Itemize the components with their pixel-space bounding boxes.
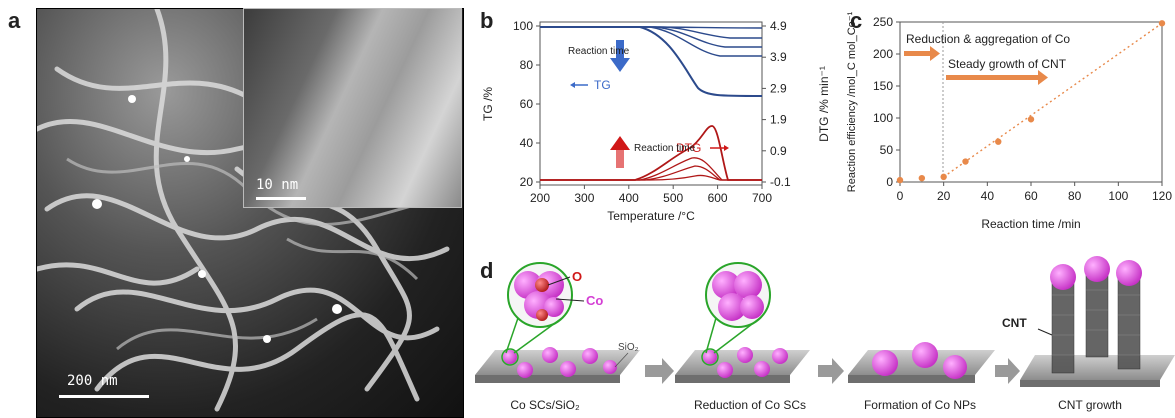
tg-x-tick-label: 700 bbox=[752, 191, 772, 205]
caption-stage-1: Co SCs/SiO₂ bbox=[510, 398, 580, 412]
tg-x-tick-label: 300 bbox=[574, 191, 594, 205]
cnt-label: CNT bbox=[1002, 316, 1027, 330]
main-scale-label: 200 nm bbox=[67, 373, 118, 389]
efficiency-x-tick-label: 20 bbox=[937, 189, 951, 203]
panel-letter-d: d bbox=[480, 258, 494, 283]
data-point bbox=[1158, 20, 1166, 27]
stage-arrow-1 bbox=[645, 358, 674, 384]
tg-x-tick-label: 200 bbox=[530, 191, 550, 205]
tg-annotation: TG bbox=[594, 78, 611, 92]
tg-curve-5 bbox=[540, 26, 763, 97]
caption-stage-3: Formation of Co NPs bbox=[863, 398, 977, 412]
fit-line bbox=[943, 22, 1163, 178]
phase2-arrow bbox=[946, 70, 1048, 85]
inset-scale-bar bbox=[256, 197, 306, 200]
caption-stage-2: Reduction of Co SCs bbox=[693, 398, 807, 412]
phase1-label: Reduction & aggregation of Co bbox=[906, 32, 1070, 46]
tg-y-right-tick-label: 2.9 bbox=[770, 81, 787, 95]
efficiency-y-tick-label: 150 bbox=[873, 79, 893, 93]
phase1-arrow bbox=[904, 46, 940, 61]
inset-image: 10 nm bbox=[243, 8, 462, 208]
dtg-curve-4 bbox=[540, 125, 762, 181]
tg-y-right-label: DTG /% min⁻¹ bbox=[817, 66, 831, 142]
data-point bbox=[940, 173, 947, 181]
reaction-time-top-label: Reaction time bbox=[568, 46, 630, 57]
efficiency-y-axis-label: Reaction efficiency /mol_C mol_Co⁻¹ bbox=[846, 11, 858, 192]
efficiency-y-tick-label: 200 bbox=[873, 47, 893, 61]
reaction-time-arrow-down bbox=[610, 40, 630, 72]
efficiency-plot-frame bbox=[899, 21, 1163, 183]
tg-y-left-tick-label: 20 bbox=[520, 175, 534, 189]
efficiency-x-tick-label: 80 bbox=[1068, 189, 1082, 203]
data-point bbox=[962, 158, 969, 165]
reaction-time-arrow-up bbox=[610, 136, 630, 168]
data-point bbox=[918, 174, 926, 182]
tg-x-tick-label: 500 bbox=[663, 191, 683, 205]
tg-curve-2 bbox=[540, 26, 762, 39]
data-point bbox=[1027, 116, 1035, 123]
efficiency-x-tick-label: 60 bbox=[1024, 189, 1038, 203]
tg-y-left-label: TG /% bbox=[481, 87, 495, 121]
sio2-label: SiO₂ bbox=[618, 342, 639, 353]
caption-stage-4: CNT growth bbox=[1058, 398, 1122, 412]
dtg-curves bbox=[540, 125, 762, 181]
tg-y-left-tick-label: 40 bbox=[520, 136, 534, 150]
growth-schematic: O Co SiO₂ bbox=[475, 256, 1175, 387]
tg-x-tick-label: 400 bbox=[619, 191, 639, 205]
stage-arrow-2 bbox=[818, 358, 844, 384]
efficiency-y-tick-label: 250 bbox=[873, 15, 893, 29]
oxygen-label: O bbox=[572, 269, 582, 284]
reaction-time-bottom-label: Reaction time bbox=[634, 143, 696, 154]
tg-dtg-chart: 200 300 400 500 600 700 20 40 60 80 100 -0.1 0.9 1.… bbox=[481, 19, 831, 223]
inset-scale-label: 10 nm bbox=[256, 177, 299, 193]
efficiency-x-tick-label: 40 bbox=[981, 189, 995, 203]
dtg-annotation: DTG bbox=[676, 141, 701, 155]
data-point bbox=[896, 176, 904, 184]
efficiency-x-tick-label: 100 bbox=[1108, 189, 1128, 203]
cobalt-label: Co bbox=[586, 293, 603, 308]
efficiency-y-tick-label: 0 bbox=[886, 175, 893, 189]
stage-co-scs-sio2: O Co SiO₂ bbox=[475, 262, 640, 383]
dtg-curve-2 bbox=[540, 165, 762, 181]
efficiency-x-tick-label: 120 bbox=[1152, 189, 1172, 203]
tg-y-left-tick-label: 100 bbox=[513, 19, 533, 33]
tg-y-right-tick-label: 0.9 bbox=[770, 144, 787, 158]
tg-y-left-tick-label: 60 bbox=[520, 97, 534, 111]
stage-reduction bbox=[675, 262, 810, 383]
tg-curve-3 bbox=[540, 26, 762, 48]
tg-x-axis-label: Temperature /°C bbox=[607, 209, 695, 223]
phase2-label: Steady growth of CNT bbox=[948, 57, 1067, 71]
efficiency-x-axis-label: Reaction time /min bbox=[981, 217, 1080, 231]
tg-y-left-tick-label: 80 bbox=[520, 58, 534, 72]
efficiency-y-tick-label: 100 bbox=[873, 111, 893, 125]
stage-cnt-growth: CNT bbox=[1002, 256, 1175, 387]
tg-x-tick-label: 600 bbox=[708, 191, 728, 205]
stage-np-formation bbox=[848, 342, 995, 383]
tg-curves bbox=[540, 26, 763, 97]
dtg-curve-3 bbox=[540, 157, 762, 181]
efficiency-y-tick-label: 50 bbox=[880, 143, 894, 157]
efficiency-x-tick-label: 0 bbox=[897, 189, 904, 203]
tg-curve-4 bbox=[540, 26, 762, 57]
panel-letter-c: c bbox=[850, 8, 863, 33]
data-point bbox=[995, 138, 1002, 145]
panel-letter-a: a bbox=[8, 8, 21, 33]
panel-letter-b: b bbox=[480, 8, 494, 33]
tg-y-right-tick-label: -0.1 bbox=[770, 175, 791, 189]
dtg-curve-1 bbox=[540, 174, 762, 181]
tg-y-right-tick-label: 4.9 bbox=[770, 19, 787, 33]
stage-arrow-3 bbox=[995, 358, 1020, 384]
tg-y-right-tick-label: 3.9 bbox=[770, 50, 787, 64]
efficiency-chart: 0 20 40 60 80 100 120 0 50 100 150 200 250 Reductio… bbox=[846, 11, 1172, 231]
tg-y-right-tick-label: 1.9 bbox=[770, 113, 787, 127]
main-scale-bar bbox=[59, 395, 149, 398]
